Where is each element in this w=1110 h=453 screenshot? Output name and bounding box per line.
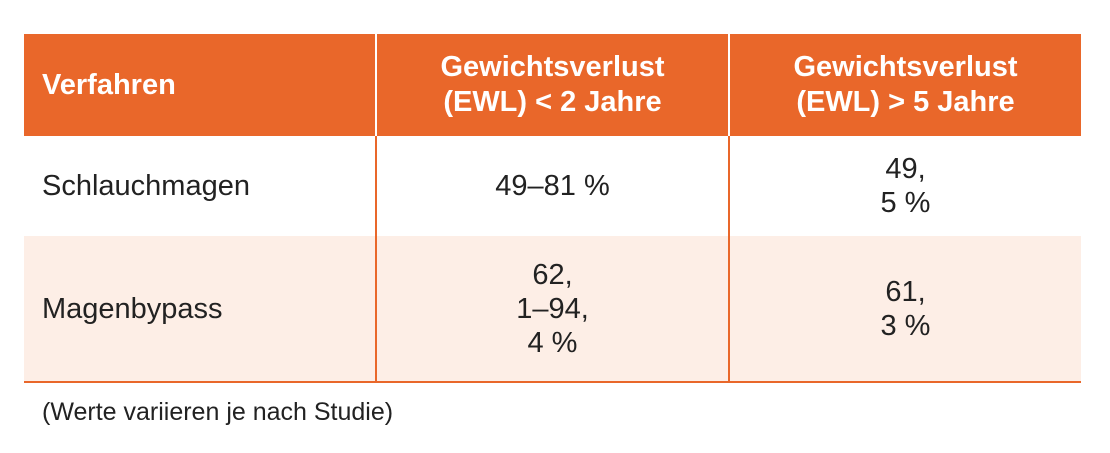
weight-loss-table: Verfahren Gewichtsverlust (EWL) < 2 Jahr… [24, 34, 1081, 383]
value-line: 62, [532, 258, 573, 291]
cell-under-2-years: 49–81 % [375, 136, 729, 236]
cell-over-5-years: 49, 5 % [728, 136, 1081, 236]
value-line: 5 % [880, 187, 931, 219]
cell-over-5-years: 61, 3 % [728, 236, 1081, 383]
procedure-name: Schlauchmagen [42, 170, 250, 202]
value-line: 3 % [880, 309, 931, 342]
table-header-row: Verfahren Gewichtsverlust (EWL) < 2 Jahr… [24, 34, 1081, 136]
header-procedure: Verfahren [24, 34, 376, 136]
weight-loss-table-container: Verfahren Gewichtsverlust (EWL) < 2 Jahr… [24, 34, 1081, 383]
header-over-5-line-2: (EWL) > 5 Jahre [796, 86, 1015, 118]
cell-procedure: Schlauchmagen [24, 136, 376, 236]
header-weight-loss-under-2-years: Gewichtsverlust (EWL) < 2 Jahre [375, 34, 729, 136]
header-under-2-line-1: Gewichtsverlust [440, 51, 665, 83]
value-line: 4 % [527, 326, 578, 359]
header-under-2-line-2: (EWL) < 2 Jahre [443, 86, 662, 118]
header-procedure-line-1: Verfahren [42, 68, 176, 101]
header-weight-loss-over-5-years: Gewichtsverlust (EWL) > 5 Jahre [728, 34, 1081, 136]
value-line: 49, [885, 153, 926, 185]
procedure-name: Magenbypass [42, 292, 223, 325]
table-row-magenbypass: Magenbypass 62, 1–94, 4 % 61, 3 % [24, 236, 1081, 383]
header-over-5-line-1: Gewichtsverlust [793, 51, 1018, 83]
value-line: 1–94, [516, 292, 589, 325]
cell-under-2-years: 62, 1–94, 4 % [375, 236, 729, 383]
cell-procedure: Magenbypass [24, 236, 376, 383]
table-row-schlauchmagen: Schlauchmagen 49–81 % 49, 5 % [24, 136, 1081, 236]
value-line: 61, [885, 275, 926, 308]
value-line: 49–81 % [495, 170, 610, 202]
footnote: (Werte variieren je nach Studie) [42, 398, 394, 426]
